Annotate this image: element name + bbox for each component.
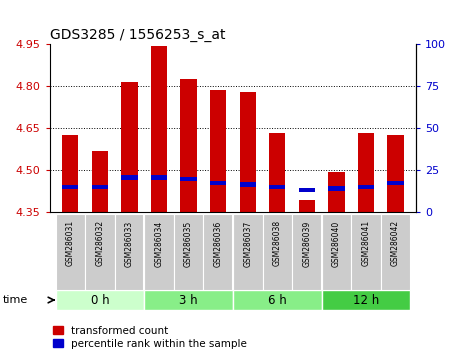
Bar [62,185,79,189]
Bar [144,214,174,290]
Text: GDS3285 / 1556253_s_at: GDS3285 / 1556253_s_at [50,28,225,42]
Bar [322,290,411,310]
Bar [240,182,256,187]
Bar [387,181,403,185]
Bar [387,135,403,212]
Bar [263,214,292,290]
Bar [299,188,315,192]
Bar [358,132,374,212]
Bar [381,214,411,290]
Bar [181,177,197,181]
Bar [292,214,322,290]
Text: 12 h: 12 h [353,293,379,307]
Bar [210,181,226,185]
Bar [358,185,374,189]
Text: GSM286039: GSM286039 [302,220,311,267]
Text: GSM286032: GSM286032 [96,220,105,266]
Bar [144,290,233,310]
Legend: transformed count, percentile rank within the sample: transformed count, percentile rank withi… [53,326,247,349]
Bar [151,175,167,179]
Text: GSM286033: GSM286033 [125,220,134,267]
Bar [240,92,256,212]
Text: GSM286038: GSM286038 [273,220,282,266]
Text: 0 h: 0 h [91,293,109,307]
Bar [328,186,344,191]
Bar [269,185,285,189]
Bar [122,82,138,212]
Bar [322,214,351,290]
Bar [56,214,85,290]
Bar [233,290,322,310]
Bar [151,46,167,212]
Text: GSM286037: GSM286037 [243,220,252,267]
Text: 3 h: 3 h [179,293,198,307]
Bar [299,200,315,212]
Bar [56,290,144,310]
Bar [181,79,197,212]
Text: GSM286031: GSM286031 [66,220,75,266]
Text: GSM286042: GSM286042 [391,220,400,266]
Text: GSM286041: GSM286041 [361,220,370,266]
Bar [269,132,285,212]
Bar [92,151,108,212]
Bar [92,185,108,189]
Bar [351,214,381,290]
Bar [210,91,226,212]
Bar [85,214,114,290]
Bar [174,214,203,290]
Bar [203,214,233,290]
Bar [62,135,79,212]
Bar [122,175,138,179]
Text: GSM286035: GSM286035 [184,220,193,267]
Text: 6 h: 6 h [268,293,287,307]
Text: time: time [2,295,27,305]
Bar [233,214,263,290]
Text: GSM286034: GSM286034 [155,220,164,267]
Text: GSM286036: GSM286036 [214,220,223,267]
Bar [328,172,344,212]
Text: GSM286040: GSM286040 [332,220,341,267]
Bar [115,214,144,290]
